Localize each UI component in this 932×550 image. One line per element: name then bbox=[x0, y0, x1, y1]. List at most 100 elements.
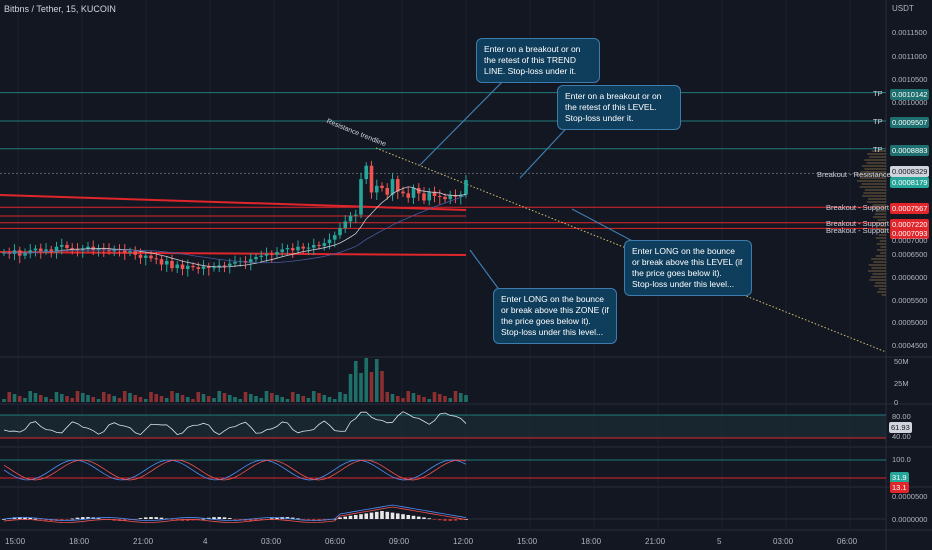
macd-histogram-bar bbox=[185, 519, 190, 521]
candle-body bbox=[317, 244, 321, 246]
y-tick: 0.0010000 bbox=[892, 98, 928, 107]
candle-body bbox=[437, 196, 442, 198]
x-tick: 03:00 bbox=[773, 537, 794, 546]
volume-bar bbox=[280, 397, 285, 402]
tp-label-1: TP bbox=[873, 89, 883, 98]
volume-profile-bar bbox=[881, 294, 886, 296]
volume-bar bbox=[254, 396, 258, 402]
candle-body bbox=[285, 248, 290, 250]
macd-histogram-bar bbox=[122, 519, 127, 521]
volume-profile-bar bbox=[862, 195, 886, 197]
volume-bar bbox=[101, 392, 106, 402]
volume-profile-bar bbox=[877, 228, 886, 230]
macd-histogram-bar bbox=[343, 516, 348, 519]
volume-profile-bar bbox=[869, 156, 886, 158]
volume-profile-bar bbox=[875, 237, 886, 239]
x-tick: 15:00 bbox=[5, 537, 26, 546]
volume-bar bbox=[427, 399, 432, 402]
candle-body bbox=[143, 255, 148, 258]
candle-body bbox=[306, 247, 311, 249]
red-trend-line bbox=[0, 194, 467, 211]
y-tick: 0.0010500 bbox=[892, 75, 928, 84]
volume-bar bbox=[332, 399, 337, 402]
macd-histogram-bar bbox=[269, 518, 274, 520]
candle-body bbox=[133, 251, 138, 255]
note-support-level: Enter LONG on the bounce or break above … bbox=[624, 240, 752, 296]
candle-body bbox=[101, 248, 106, 250]
macd-histogram-bar bbox=[437, 519, 442, 521]
price-tag-current: 0.0008179 bbox=[890, 177, 930, 188]
volume-bar bbox=[353, 361, 358, 402]
volume-profile-bar bbox=[860, 171, 886, 173]
volume-tick: 25M bbox=[894, 379, 909, 388]
candle-body bbox=[28, 250, 33, 254]
volume-bar bbox=[311, 391, 316, 402]
red-trend-line bbox=[0, 251, 467, 256]
note-pointer bbox=[419, 73, 511, 166]
volume-bar bbox=[133, 395, 138, 402]
candle-body bbox=[65, 244, 69, 249]
volume-profile-bar bbox=[876, 291, 886, 293]
x-tick: 4 bbox=[203, 537, 208, 546]
candle-body bbox=[448, 195, 453, 200]
volume-bar bbox=[416, 395, 421, 402]
volume-bar bbox=[422, 397, 426, 402]
volume-bar bbox=[33, 393, 38, 402]
volume-bar bbox=[138, 397, 143, 402]
macd-histogram-bar bbox=[149, 517, 153, 519]
volume-bar bbox=[49, 399, 54, 402]
chart-title: Bitbns / Tether, 15, KUCOIN bbox=[4, 4, 116, 14]
moving-average-line bbox=[3, 186, 467, 268]
note-support-zone: Enter LONG on the bounce or break above … bbox=[493, 288, 617, 344]
macd-histogram-bar bbox=[170, 519, 174, 520]
volume-bar bbox=[301, 396, 306, 402]
macd-histogram-bar bbox=[448, 519, 453, 521]
volume-profile-bar bbox=[875, 222, 886, 224]
candle-body bbox=[122, 250, 127, 253]
volume-bar bbox=[264, 391, 269, 402]
x-tick: 5 bbox=[717, 537, 722, 546]
volume-profile-bar bbox=[861, 165, 886, 167]
candle-body bbox=[201, 266, 206, 269]
volume-bar bbox=[185, 397, 190, 402]
note-pointer bbox=[571, 208, 641, 246]
volume-bar bbox=[80, 393, 85, 402]
candle-body bbox=[44, 249, 48, 252]
volume-bar bbox=[243, 392, 248, 402]
volume-bar bbox=[28, 391, 33, 402]
note-trendline: Enter on a breakout or on the retest of … bbox=[476, 38, 600, 83]
moving-average-line bbox=[3, 194, 467, 264]
macd-histogram-bar bbox=[390, 512, 395, 519]
volume-bar bbox=[7, 392, 12, 402]
candle-body bbox=[159, 259, 164, 265]
macd-histogram-bar bbox=[233, 519, 237, 520]
macd-histogram-bar bbox=[222, 517, 227, 519]
support-label-2: Breakout - Support bbox=[826, 219, 889, 228]
volume-bar bbox=[432, 392, 437, 402]
macd-histogram-bar bbox=[206, 517, 211, 519]
volume-bar bbox=[175, 393, 180, 402]
candle-body bbox=[395, 179, 400, 192]
volume-bar bbox=[464, 395, 468, 402]
candle-body bbox=[49, 249, 54, 253]
volume-profile-bar bbox=[870, 276, 886, 278]
volume-bar bbox=[385, 392, 390, 402]
candle-body bbox=[259, 255, 264, 257]
volume-profile-bar bbox=[871, 150, 886, 152]
candle-body bbox=[443, 196, 447, 200]
volume-profile-bar bbox=[867, 198, 886, 200]
volume-tick: 0 bbox=[894, 398, 899, 407]
volume-bar bbox=[12, 394, 17, 402]
candle-body bbox=[154, 258, 159, 260]
macd-histogram-bar bbox=[23, 517, 27, 519]
price-tag-tp3: 0.0008883 bbox=[890, 145, 930, 156]
macd-histogram-bar bbox=[59, 519, 64, 521]
candle-body bbox=[359, 179, 363, 215]
candle-body bbox=[411, 188, 416, 198]
candle-body bbox=[275, 252, 279, 255]
currency-unit: USDT bbox=[892, 4, 914, 13]
macd-histogram-bar bbox=[75, 517, 80, 519]
stoch-upper-tick: 100.0 bbox=[892, 455, 911, 464]
candle-body bbox=[128, 251, 132, 253]
